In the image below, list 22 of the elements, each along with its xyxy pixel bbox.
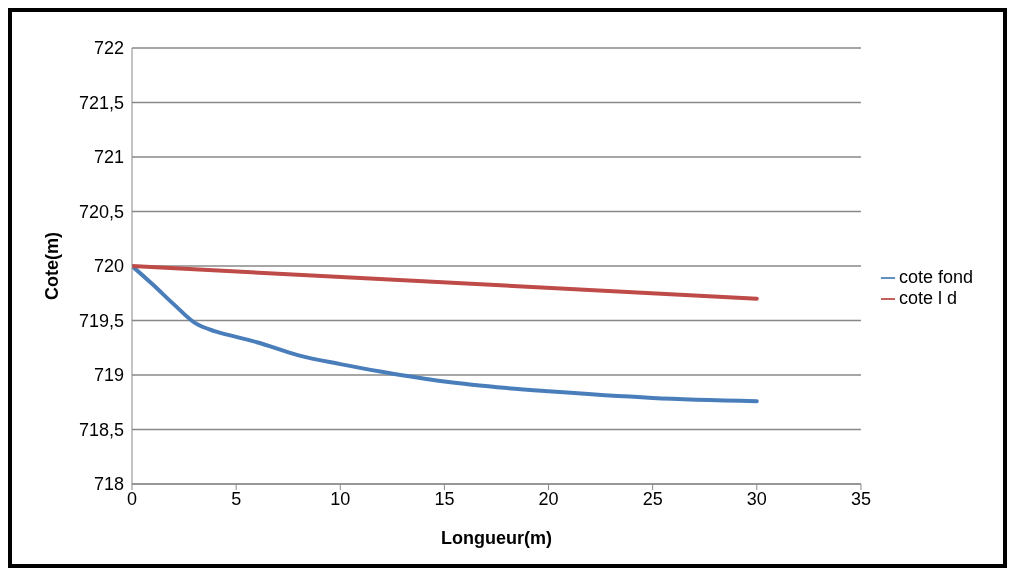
y-tick-label: 721,5 (78, 92, 124, 113)
y-tick-label: 718,5 (78, 419, 124, 440)
y-tick-label: 719 (93, 365, 124, 386)
x-tick-label: 35 (850, 488, 871, 509)
x-tick-label: 25 (642, 488, 663, 509)
x-tick-label: 20 (538, 488, 559, 509)
x-tick-label: 30 (746, 488, 767, 509)
x-tick-label: 15 (434, 488, 455, 509)
y-tick-label: 721 (93, 147, 124, 168)
x-tick-label: 0 (126, 488, 138, 509)
y-tick-label: 722 (93, 38, 124, 59)
y-tick-label: 720,5 (78, 201, 124, 222)
legend-label: cote fond (898, 267, 973, 287)
y-tick-label: 719,5 (78, 310, 124, 331)
y-axis-title: Cote(m) (42, 232, 63, 300)
y-tick-label: 718 (93, 474, 124, 495)
legend-label: cote l d (898, 288, 957, 308)
y-tick-label: 720 (93, 256, 124, 277)
x-tick-label: 10 (330, 488, 351, 509)
x-axis-title: Longueur(m) (440, 528, 552, 548)
x-tick-label: 5 (231, 488, 242, 509)
chart-frame: cote fond cote l d 0 5 10 15 20 25 30 35 Longueur(m) 718 718,5 719 719,5 720 720,5 721 721,5 722 Cote(m) (8, 8, 1007, 568)
